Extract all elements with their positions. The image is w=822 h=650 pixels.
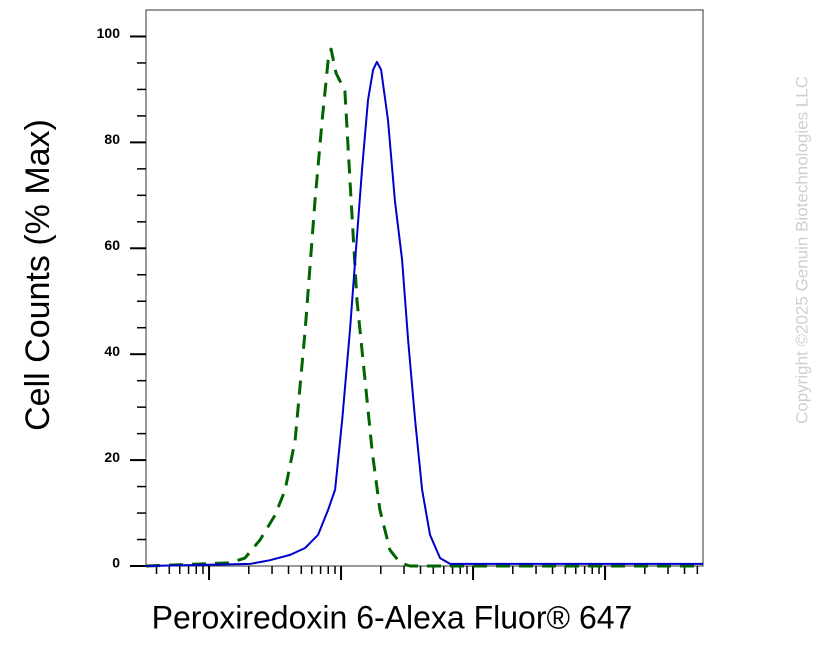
y-tick-label: 0 (112, 555, 120, 571)
y-tick-label: 20 (104, 449, 120, 465)
plot-frame (145, 9, 704, 567)
series-line (145, 47, 703, 568)
y-tick-label: 40 (104, 343, 120, 359)
y-axis-title: Cell Counts (% Max) (19, 119, 57, 431)
series-line (145, 60, 703, 567)
y-tick-label: 60 (104, 237, 120, 253)
y-tick-label: 100 (97, 25, 121, 41)
y-tick-label: 80 (104, 131, 120, 147)
copyright: Copyright ©2025 Genuin Biotechnologies L… (792, 76, 811, 424)
x-axis-title: Peroxiredoxin 6-Alexa Fluor® 647 (152, 599, 633, 635)
